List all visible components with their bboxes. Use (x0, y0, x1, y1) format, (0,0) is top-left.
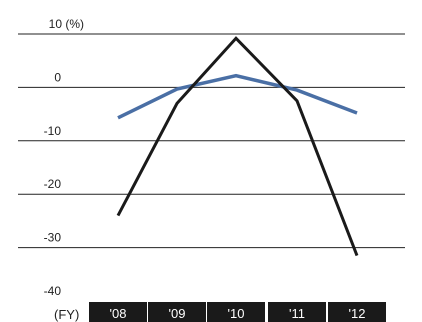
x-axis-band: '08 '09 '10 '11 '12 (89, 302, 386, 322)
y-tick-label: -20 (44, 177, 62, 191)
x-tick-label: '11 (289, 306, 305, 321)
x-axis-prefix-label: (FY) (54, 307, 79, 322)
series-lines (118, 38, 357, 255)
series-line-black (118, 38, 357, 255)
series-line-blue (118, 76, 357, 118)
x-tick-label: '09 (169, 306, 186, 321)
y-axis-tick-labels: 10 (%) 0 -10 -20 -30 -40 (44, 17, 84, 298)
x-tick-label: '08 (110, 306, 127, 321)
x-tick-label: '12 (349, 306, 366, 321)
y-tick-label: -30 (44, 231, 62, 245)
y-tick-label: 0 (54, 70, 61, 84)
y-tick-label: 10 (%) (49, 17, 84, 31)
y-tick-label: -10 (44, 124, 62, 138)
y-tick-label: -40 (44, 284, 62, 298)
x-tick-label: '10 (228, 306, 245, 321)
